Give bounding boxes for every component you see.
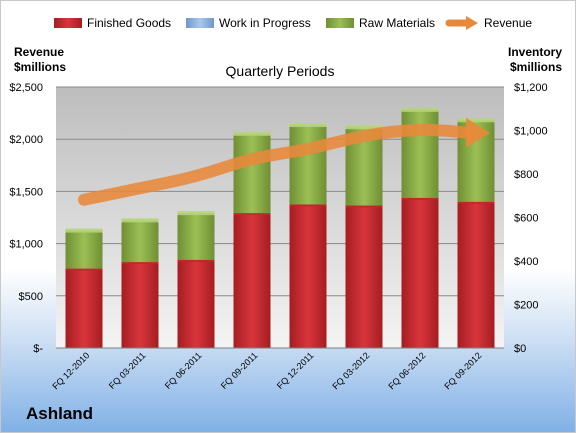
- left-tick-label: $2,000: [9, 134, 43, 146]
- bar-finished-goods-fq-09-2012: [457, 201, 495, 348]
- x-tick-label: FQ 03-2012: [330, 350, 371, 391]
- left-tick-label: $1,000: [9, 239, 43, 251]
- right-tick-label: $1,000: [514, 126, 548, 138]
- legend-label-finished-goods: Finished Goods: [87, 16, 171, 30]
- right-tick-label: $600: [514, 213, 538, 225]
- legend-label-revenue: Revenue: [484, 16, 532, 30]
- bar-raw-materials-fq-09-2011: [233, 133, 271, 214]
- legend: Finished Goods Work in Progress Raw Mate…: [54, 16, 532, 30]
- x-tick-label: FQ 12-2010: [50, 350, 91, 391]
- right-tick-label: $1,200: [514, 82, 548, 94]
- right-axis-ticks: $0 $200 $400 $600 $800 $1,000 $1,200: [514, 82, 548, 355]
- bar-raw-materials-fq-06-2011: [177, 213, 215, 260]
- bar-raw-materials-fq-03-2011: [121, 220, 159, 263]
- bar-raw-materials-fq-12-2010: [65, 230, 103, 269]
- legend-swatch-work-in-progress: [186, 18, 214, 28]
- bar-top-raw-materials-fq-12-2010: [65, 228, 103, 233]
- legend-label-work-in-progress: Work in Progress: [219, 16, 311, 30]
- x-tick-label: FQ 12-2011: [275, 350, 316, 391]
- bar-finished-goods-fq-06-2012: [401, 197, 439, 348]
- bar-top-raw-materials-fq-12-2011: [289, 123, 327, 128]
- bar-top-raw-materials-fq-03-2012: [345, 125, 383, 130]
- right-tick-label: $0: [514, 343, 526, 355]
- bar-top-raw-materials-fq-06-2012: [401, 107, 439, 112]
- legend-swatch-revenue-arrow: [466, 16, 478, 30]
- revenue-line: [78, 117, 490, 206]
- left-axis-ticks: $- $500 $1,000 $1,500 $2,000 $2,500: [9, 82, 43, 355]
- legend-item-raw-materials: Raw Materials: [326, 16, 435, 30]
- revenue-line-path: [78, 124, 476, 206]
- legend-swatch-raw-materials: [326, 18, 354, 28]
- left-tick-label: $2,500: [9, 82, 43, 94]
- bar-top-raw-materials-fq-03-2011: [121, 218, 159, 223]
- left-tick-label: $-: [33, 343, 43, 355]
- right-axis-title-line1: Inventory: [508, 45, 562, 59]
- right-tick-label: $800: [514, 169, 538, 181]
- brand-name: Ashland: [26, 404, 94, 423]
- bar-top-raw-materials-fq-09-2012: [457, 118, 495, 123]
- right-axis-title-line2: $millions: [510, 60, 562, 74]
- left-tick-label: $1,500: [9, 186, 43, 198]
- legend-item-revenue: Revenue: [445, 16, 532, 30]
- legend-label-raw-materials: Raw Materials: [359, 16, 435, 30]
- bar-raw-materials-fq-12-2011: [289, 125, 327, 205]
- bar-finished-goods-fq-12-2011: [289, 204, 327, 348]
- right-tick-label: $400: [514, 256, 538, 268]
- bar-top-raw-materials-fq-06-2011: [177, 211, 215, 216]
- x-tick-label: FQ 03-2011: [107, 350, 148, 391]
- revenue-line-arrowhead: [466, 117, 490, 148]
- legend-item-finished-goods: Finished Goods: [54, 16, 171, 30]
- bar-finished-goods-fq-12-2010: [65, 268, 103, 348]
- left-axis-title-line2: $millions: [14, 60, 66, 74]
- bar-raw-materials-fq-06-2012: [401, 109, 439, 198]
- left-tick-label: $500: [19, 291, 43, 303]
- x-tick-label: FQ 09-2012: [442, 350, 483, 391]
- x-tick-label: FQ 06-2012: [386, 350, 427, 391]
- bar-finished-goods-fq-03-2012: [345, 205, 383, 348]
- bars: [65, 107, 495, 348]
- x-tick-label: FQ 06-2011: [163, 350, 204, 391]
- legend-swatch-finished-goods: [54, 18, 82, 28]
- x-axis-ticks: FQ 12-2010 FQ 03-2011 FQ 06-2011 FQ 09-2011…: [50, 350, 483, 391]
- chart-title: Quarterly Periods: [226, 63, 335, 79]
- bar-top-raw-materials-fq-09-2011: [233, 131, 271, 136]
- bar-finished-goods-fq-03-2011: [121, 262, 159, 348]
- bar-finished-goods-fq-09-2011: [233, 213, 271, 348]
- bar-finished-goods-fq-06-2011: [177, 259, 215, 348]
- right-tick-label: $200: [514, 300, 538, 312]
- legend-item-work-in-progress: Work in Progress: [186, 16, 311, 30]
- x-tick-label: FQ 09-2011: [219, 350, 260, 391]
- left-axis-title-line1: Revenue: [14, 45, 64, 59]
